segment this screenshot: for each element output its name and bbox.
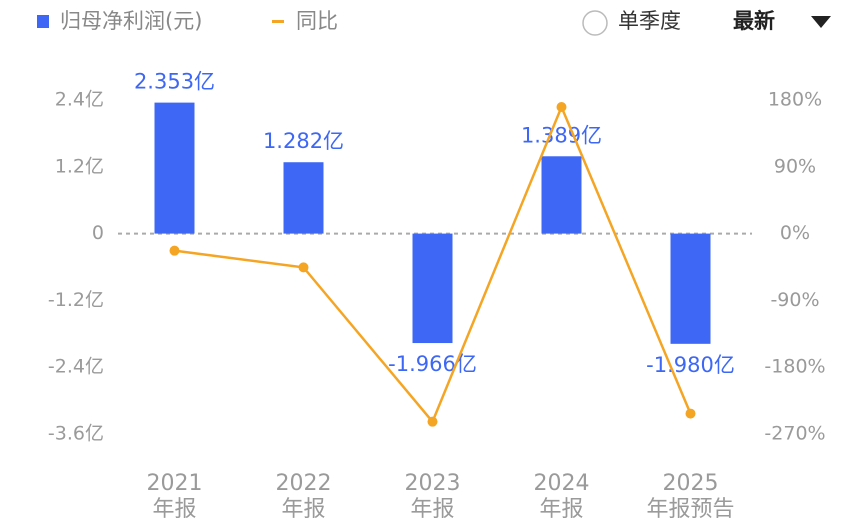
- x-tick-label: 2021: [147, 471, 203, 496]
- line-point: [298, 262, 309, 273]
- x-tick-sublabel: 年报: [152, 497, 196, 522]
- legend-bar-swatch: [37, 15, 49, 28]
- x-tick-sublabel: 年报: [539, 497, 583, 522]
- dropdown-arrow[interactable]: [811, 16, 831, 28]
- line-point: [169, 245, 180, 256]
- legend-line-label[interactable]: 同比: [296, 9, 338, 33]
- value-label: -1.966亿: [388, 352, 477, 376]
- line-point: [427, 416, 438, 427]
- y2-tick-label: 180%: [768, 89, 822, 111]
- y2-tick-label: -270%: [764, 423, 825, 445]
- dropdown-label[interactable]: 最新: [733, 9, 775, 33]
- y2-tick-label: 90%: [774, 155, 816, 177]
- bar: [283, 162, 324, 234]
- y2-tick-label: -90%: [770, 289, 819, 311]
- y-tick-label: -2.4亿: [48, 356, 104, 378]
- value-label: 1.389亿: [521, 123, 602, 147]
- legend-line-swatch: [272, 20, 284, 23]
- bar: [154, 102, 195, 234]
- legend-bar-label[interactable]: 归母净利润(元): [60, 9, 202, 33]
- value-label: 2.353亿: [134, 70, 215, 94]
- x-tick-label: 2024: [534, 471, 590, 496]
- x-tick-label: 2022: [276, 471, 332, 496]
- x-tick-sublabel: 年报预告: [646, 497, 734, 522]
- bar: [412, 233, 453, 344]
- x-tick-label: 2025: [663, 471, 719, 496]
- toggle-label[interactable]: 单季度: [618, 9, 681, 33]
- y-tick-label: 1.2亿: [55, 155, 104, 177]
- y2-tick-label: 0%: [780, 222, 810, 244]
- x-tick-sublabel: 年报: [410, 497, 454, 522]
- y-tick-label: -3.6亿: [48, 423, 104, 445]
- y-tick-label: -1.2亿: [48, 289, 104, 311]
- y-tick-label: 2.4亿: [55, 89, 104, 111]
- x-tick-label: 2023: [405, 471, 461, 496]
- line-point: [556, 101, 567, 112]
- value-label: -1.980亿: [646, 353, 735, 377]
- x-tick-sublabel: 年报: [281, 497, 325, 522]
- bar: [670, 233, 711, 344]
- value-label: 1.282亿: [263, 129, 344, 153]
- y-tick-label: 0: [92, 222, 104, 244]
- line-point: [685, 408, 696, 419]
- y2-tick-label: -180%: [764, 356, 825, 378]
- toggle-radio[interactable]: [582, 10, 608, 36]
- bar: [541, 156, 582, 234]
